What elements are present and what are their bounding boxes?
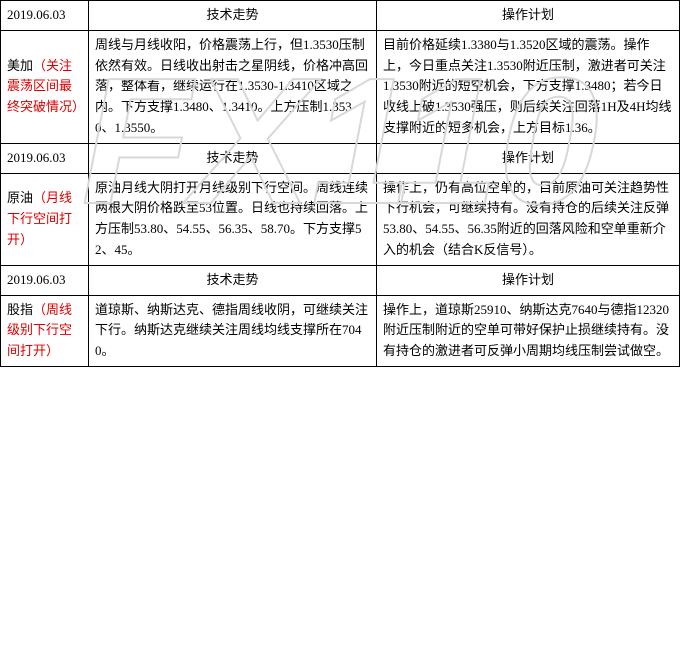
date-cell: 2019.06.03: [1, 265, 89, 295]
analysis-table: 2019.06.03技术走势操作计划美加（关注震荡区间最终突破情况）周线与月线收…: [0, 0, 680, 367]
instrument-name: 股指: [7, 302, 33, 317]
instrument-cell: 股指（周线级别下行空间打开）: [1, 295, 89, 366]
trend-cell: 周线与月线收阳，价格震荡上行，但1.3530压制依然有效。日线收出射击之星阴线，…: [89, 30, 377, 143]
section-header-row: 2019.06.03技术走势操作计划: [1, 143, 680, 173]
instrument-name: 美加: [7, 58, 33, 73]
trend-header: 技术走势: [89, 143, 377, 173]
date-cell: 2019.06.03: [1, 143, 89, 173]
instrument-cell: 美加（关注震荡区间最终突破情况）: [1, 30, 89, 143]
plan-cell: 操作上，仍有高位空单的，目前原油可关注趋势性下行机会，可继续持有。没有持仓的后续…: [377, 173, 680, 265]
plan-header: 操作计划: [377, 1, 680, 31]
section-body-row: 美加（关注震荡区间最终突破情况）周线与月线收阳，价格震荡上行，但1.3530压制…: [1, 30, 680, 143]
section-body-row: 股指（周线级别下行空间打开）道琼斯、纳斯达克、德指周线收阴，可继续关注下行。纳斯…: [1, 295, 680, 366]
trend-cell: 原油月线大阴打开月线级别下行空间。周线连续两根大阴价格跌至53位置。日线也持续回…: [89, 173, 377, 265]
section-header-row: 2019.06.03技术走势操作计划: [1, 265, 680, 295]
trend-header: 技术走势: [89, 265, 377, 295]
trend-cell: 道琼斯、纳斯达克、德指周线收阴，可继续关注下行。纳斯达克继续关注周线均线支撑所在…: [89, 295, 377, 366]
instrument-name: 原油: [7, 190, 33, 205]
date-cell: 2019.06.03: [1, 1, 89, 31]
section-body-row: 原油（月线下行空间打开）原油月线大阴打开月线级别下行空间。周线连续两根大阴价格跌…: [1, 173, 680, 265]
instrument-cell: 原油（月线下行空间打开）: [1, 173, 89, 265]
section-header-row: 2019.06.03技术走势操作计划: [1, 1, 680, 31]
plan-cell: 操作上，道琼斯25910、纳斯达克7640与德指12320附近压制附近的空单可带…: [377, 295, 680, 366]
plan-cell: 目前价格延续1.3380与1.3520区域的震荡。操作上，今日重点关注1.353…: [377, 30, 680, 143]
plan-header: 操作计划: [377, 143, 680, 173]
trend-header: 技术走势: [89, 1, 377, 31]
plan-header: 操作计划: [377, 265, 680, 295]
